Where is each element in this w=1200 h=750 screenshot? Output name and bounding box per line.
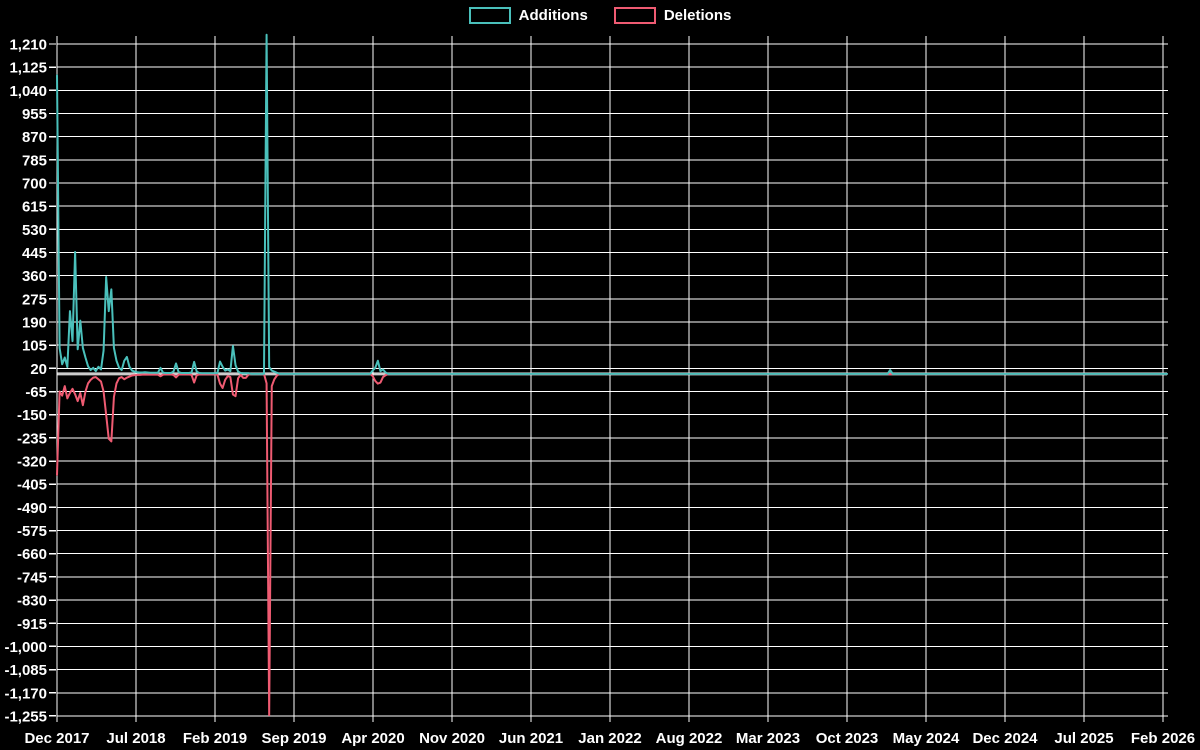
horizontal-gridlines — [57, 43, 1168, 717]
y-tick-label: -320 — [17, 454, 47, 471]
x-tick-label: Sep 2019 — [261, 730, 326, 747]
y-tick-label: -575 — [17, 523, 47, 540]
y-tick-label: -235 — [17, 430, 47, 447]
y-tick-label: -830 — [17, 593, 47, 610]
y-tick-label: -660 — [17, 546, 47, 563]
x-tick-label: Oct 2023 — [816, 730, 879, 747]
y-tick-label: -1,085 — [4, 662, 47, 679]
x-tick-label: Jul 2025 — [1054, 730, 1113, 747]
y-tick-label: -65 — [25, 384, 47, 401]
x-tick-label: Apr 2020 — [341, 730, 404, 747]
x-tick-label: Dec 2017 — [24, 730, 89, 747]
y-tick-label: 445 — [22, 245, 47, 262]
x-tick-label: Dec 2024 — [972, 730, 1038, 747]
additions-legend-label: Additions — [518, 7, 588, 24]
y-tick-label: -1,255 — [4, 708, 47, 725]
y-tick-label: -1,000 — [4, 639, 47, 656]
y-axis-labels: 1,210 1,125 1,040 955 870 785 700 615 530 445 360 2… — [4, 37, 47, 726]
y-tick-label: 870 — [22, 129, 47, 146]
y-tick-label: -150 — [17, 407, 47, 424]
deletions-legend-label: Deletions — [663, 7, 732, 24]
y-tick-label: 105 — [22, 338, 47, 355]
vertical-gridlines — [56, 36, 1164, 716]
x-axis-labels: Dec 2017 Jul 2018 Feb 2019 Sep 2019 Apr 2020… — [24, 730, 1195, 747]
y-tick-label: 955 — [22, 106, 47, 123]
x-tick-label: Jul 2018 — [106, 730, 165, 747]
legend-item-deletions[interactable]: Deletions — [613, 7, 732, 24]
legend-item-additions[interactable]: Additions — [468, 7, 588, 24]
deletions-legend-swatch — [613, 7, 656, 24]
x-tick-label: Nov 2020 — [419, 730, 485, 747]
axis-tickmarks — [49, 43, 1164, 722]
y-tick-label: -915 — [17, 616, 47, 633]
y-tick-label: 20 — [30, 361, 47, 378]
y-tick-label: 700 — [22, 176, 47, 193]
x-tick-label: Aug 2022 — [656, 730, 723, 747]
y-tick-label: 1,125 — [9, 60, 47, 77]
y-tick-label: 275 — [22, 291, 47, 308]
data-series — [56, 33, 1168, 717]
y-tick-label: 1,210 — [9, 37, 47, 54]
y-tick-label: -405 — [17, 477, 47, 494]
x-tick-label: Feb 2026 — [1131, 730, 1195, 747]
y-tick-label: 785 — [22, 152, 47, 169]
y-tick-label: -1,170 — [4, 685, 47, 702]
x-tick-label: May 2024 — [893, 730, 960, 747]
y-tick-label: 615 — [22, 199, 47, 216]
y-tick-label: -745 — [17, 569, 47, 586]
y-tick-label: 1,040 — [9, 83, 47, 100]
y-tick-label: -490 — [17, 500, 47, 517]
x-tick-label: Mar 2023 — [736, 730, 800, 747]
x-tick-label: Feb 2019 — [183, 730, 247, 747]
additions-line — [56, 33, 1168, 375]
y-tick-label: 360 — [22, 268, 47, 285]
deletions-line — [56, 372, 1168, 717]
x-tick-label: Jun 2021 — [499, 730, 563, 747]
y-tick-label: 530 — [22, 222, 47, 239]
additions-legend-swatch — [468, 7, 511, 24]
x-tick-label: Jan 2022 — [578, 730, 641, 747]
y-tick-label: 190 — [22, 315, 47, 332]
chart-legend: Additions Deletions — [0, 7, 1200, 24]
